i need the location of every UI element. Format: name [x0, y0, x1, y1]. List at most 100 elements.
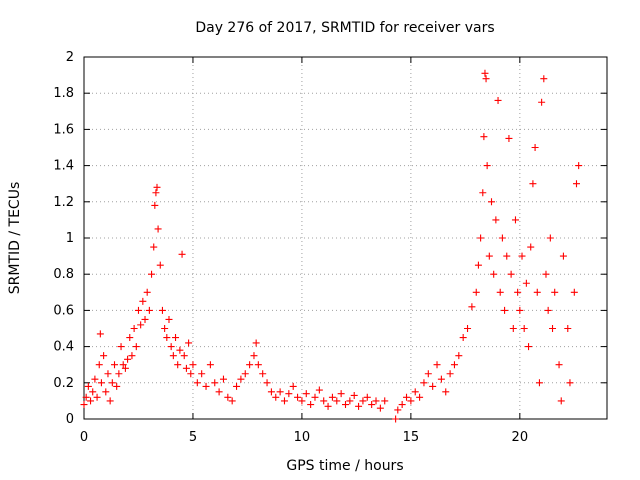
y-tick-label: 2 [66, 50, 74, 65]
data-point [169, 352, 177, 360]
x-tick-label: 20 [512, 430, 529, 445]
data-point [468, 303, 476, 311]
data-point [80, 401, 88, 409]
data-point [416, 393, 424, 401]
data-point [315, 386, 323, 394]
data-point [272, 393, 280, 401]
data-point [102, 388, 110, 396]
data-point [376, 404, 384, 412]
data-point [156, 261, 164, 269]
y-tick-label: 1.8 [53, 86, 74, 101]
data-point [250, 352, 258, 360]
data-point [485, 252, 493, 260]
data-point [158, 306, 166, 314]
data-point [254, 361, 262, 369]
grid [84, 57, 607, 419]
data-point [259, 370, 267, 378]
data-point [263, 379, 271, 387]
y-tick-label: 0.2 [53, 376, 74, 391]
data-point [424, 370, 432, 378]
data-point [111, 361, 119, 369]
data-point [224, 393, 232, 401]
data-point [124, 355, 132, 363]
data-point [137, 321, 145, 329]
data-point [542, 270, 550, 278]
data-point [535, 379, 543, 387]
data-point [84, 382, 92, 390]
data-point [572, 180, 580, 188]
data-point [564, 325, 572, 332]
data-point [152, 189, 160, 197]
data-point [350, 391, 358, 399]
y-tick-label: 0.6 [53, 303, 74, 318]
data-points [80, 69, 583, 423]
data-point [100, 352, 108, 360]
data-point [267, 388, 275, 396]
data-point [126, 334, 134, 342]
data-point [202, 382, 210, 390]
data-point [549, 325, 557, 332]
data-point [455, 352, 463, 360]
data-point [472, 288, 480, 296]
data-point [252, 339, 260, 347]
data-point [481, 69, 489, 77]
data-point [411, 388, 419, 396]
data-point [514, 288, 522, 296]
data-point [97, 379, 105, 387]
data-point [570, 288, 578, 296]
y-tick-label: 1 [66, 231, 74, 246]
x-tick-label: 5 [189, 430, 197, 445]
data-point [289, 382, 297, 390]
data-point [280, 397, 288, 405]
data-point [488, 198, 496, 206]
data-point [490, 270, 498, 278]
data-point [505, 134, 513, 142]
data-point [89, 388, 97, 396]
data-point [407, 397, 415, 405]
y-tick-label: 1.2 [53, 195, 74, 210]
data-point [429, 382, 437, 390]
data-point [141, 315, 149, 323]
data-point [342, 401, 349, 409]
data-point [501, 306, 509, 314]
data-point [320, 397, 328, 405]
data-point [482, 75, 490, 83]
y-tick-label: 0.8 [53, 267, 74, 282]
data-point [150, 243, 158, 251]
data-point [420, 379, 428, 387]
data-point [117, 343, 125, 351]
axis-ticks: 00.20.40.60.811.21.41.61.820 5 10 15 20 [53, 50, 607, 445]
data-point [87, 397, 95, 405]
data-point [91, 375, 99, 383]
data-point [518, 252, 526, 260]
data-point [148, 270, 156, 278]
data-point [228, 397, 236, 405]
data-point [241, 370, 249, 378]
data-point [546, 234, 554, 242]
data-point [104, 370, 112, 378]
data-point [165, 315, 173, 323]
data-point [132, 343, 140, 351]
data-point [511, 216, 519, 224]
data-point [151, 201, 159, 209]
data-point [555, 361, 563, 369]
data-point [398, 401, 406, 409]
data-point [363, 393, 371, 401]
chart-title: Day 276 of 2017, SRMTID for receiver var… [195, 20, 494, 36]
y-axis-label: SRMTID / TECUs [7, 182, 23, 295]
data-point [198, 370, 206, 378]
data-point [433, 361, 441, 369]
data-point [276, 388, 284, 396]
data-point [108, 379, 116, 387]
data-point [533, 288, 541, 296]
data-point [115, 370, 123, 378]
data-point [219, 375, 227, 383]
y-tick-label: 0.4 [53, 340, 74, 355]
data-point [575, 162, 583, 170]
data-point [544, 306, 552, 314]
y-tick-label: 1.4 [53, 159, 74, 174]
data-point [359, 397, 367, 405]
data-point [522, 279, 530, 287]
data-point [130, 325, 138, 332]
data-point [525, 343, 533, 351]
